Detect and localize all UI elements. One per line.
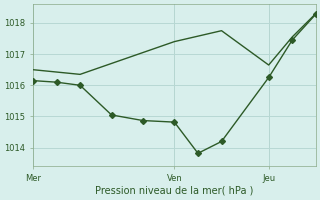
X-axis label: Pression niveau de la mer( hPa ): Pression niveau de la mer( hPa )	[95, 186, 253, 196]
